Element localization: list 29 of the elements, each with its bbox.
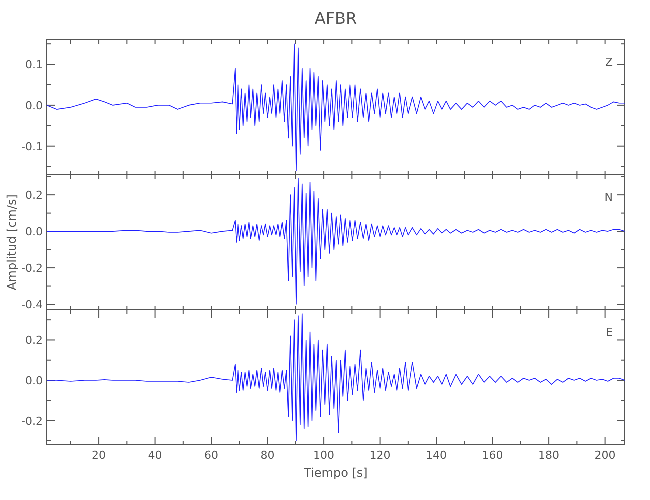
- y-tick-label: 0.2: [26, 334, 43, 348]
- x-axis-title: Tiempo [s]: [303, 466, 368, 480]
- x-tick-label: 180: [538, 449, 560, 462]
- annotation: Z: [605, 56, 614, 69]
- x-tick-label: 160: [482, 449, 504, 462]
- x-tick-label: 140: [426, 449, 448, 462]
- y-tick-label: 0.2: [26, 189, 43, 202]
- y-tick-label: 0.0: [26, 226, 43, 239]
- line-series: [46, 314, 626, 442]
- y-tick-label: 0.1: [26, 58, 43, 72]
- x-tick-label: 20: [92, 449, 106, 462]
- y-tick-label: 0.0: [26, 99, 43, 112]
- y-axis-title: Amplitud [cm/s]: [5, 194, 19, 290]
- annotation: N: [604, 191, 613, 204]
- line-series: [46, 178, 626, 305]
- y-tick-label: -0.4: [22, 298, 43, 312]
- y-tick-label: -0.2: [22, 414, 43, 428]
- annotation: E: [606, 326, 614, 339]
- chart-title: AFBR: [314, 9, 358, 28]
- y-tick-label: 0.0: [26, 374, 43, 388]
- y-tick-label: -0.1: [22, 140, 43, 154]
- x-tick-label: 200: [594, 449, 616, 462]
- line-series: [46, 44, 626, 172]
- x-tick-label: 60: [204, 449, 219, 462]
- x-tick-label: 120: [370, 449, 391, 462]
- x-tick-label: 40: [148, 449, 162, 462]
- x-tick-label: 80: [260, 449, 275, 462]
- x-tick-label: 100: [314, 449, 335, 462]
- y-tick-label: -0.2: [22, 262, 43, 276]
